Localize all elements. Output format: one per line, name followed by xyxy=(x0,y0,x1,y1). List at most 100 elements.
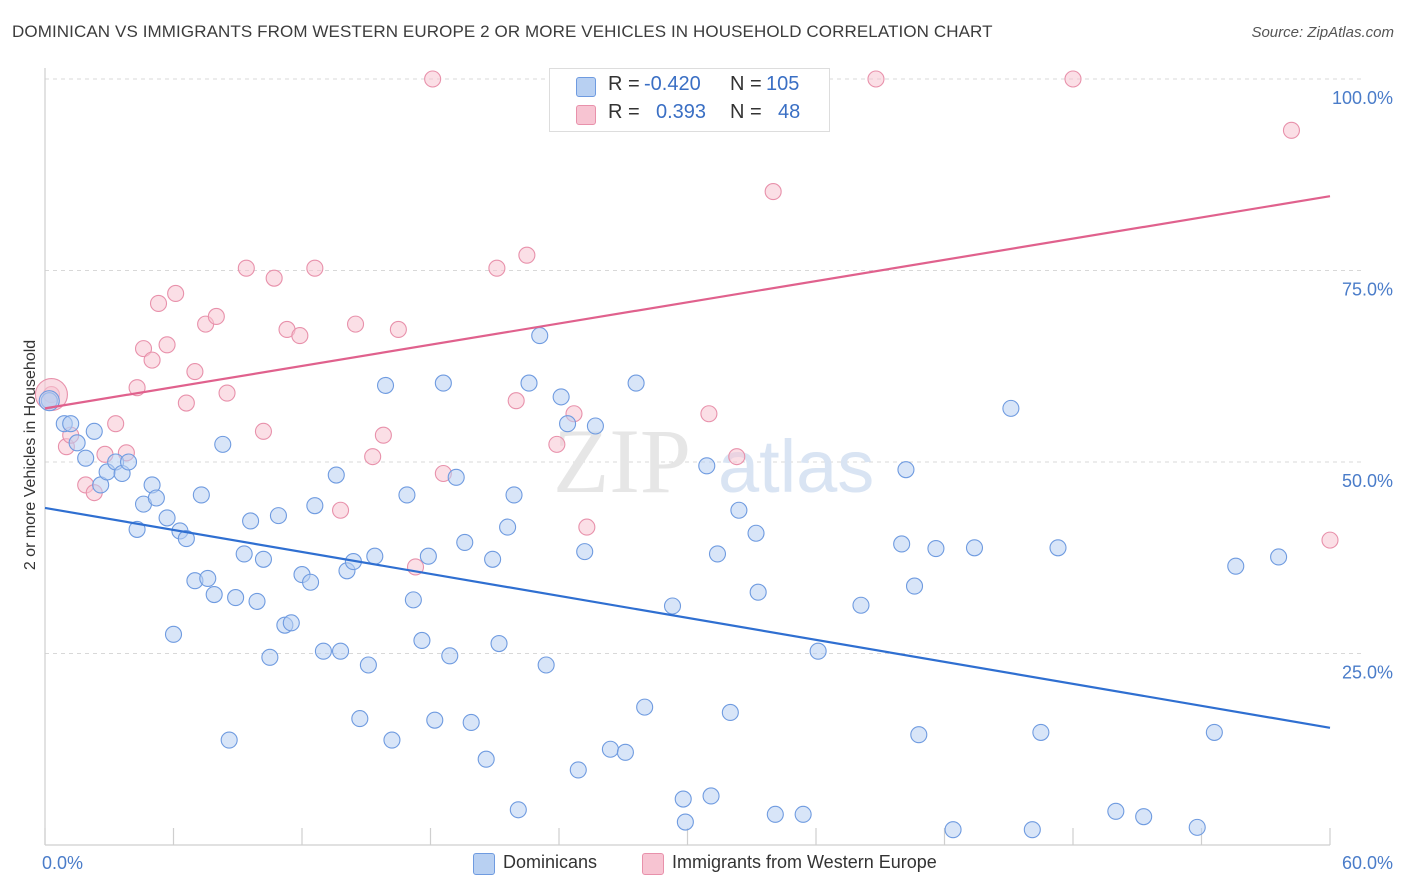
watermark-atlas: atlas xyxy=(718,425,874,508)
dominicans-point xyxy=(419,547,437,565)
dominicans-point xyxy=(636,698,654,716)
dominicans-point xyxy=(434,374,452,392)
immigrants-point xyxy=(700,405,718,423)
dominicans-point xyxy=(505,486,523,504)
dominicans-point xyxy=(85,422,103,440)
x-tick-label: 60.0% xyxy=(1342,853,1393,873)
dominicans-point xyxy=(413,631,431,650)
dominicans-point xyxy=(192,486,210,504)
dominicans-point xyxy=(376,376,395,394)
dominicans-point xyxy=(331,642,350,660)
dominicans-point xyxy=(927,540,945,558)
dominicans-point xyxy=(1032,723,1050,741)
dominicans-point xyxy=(965,539,984,557)
dominicans-point xyxy=(1107,802,1125,820)
dominicans-point xyxy=(708,545,727,563)
dominicans-point xyxy=(520,374,538,392)
y-tick-label: 25.0% xyxy=(1342,663,1393,683)
dominicans-point xyxy=(702,787,720,805)
x-tick-label: 0.0% xyxy=(42,853,83,873)
legend-row-immigrants: R = 0.393 N = 48 xyxy=(550,101,829,127)
immigrants-point xyxy=(143,351,161,369)
dominicans-point xyxy=(199,569,217,587)
dominicans-point xyxy=(1188,818,1206,836)
dominicans-point xyxy=(509,801,527,819)
dominicans-point xyxy=(1205,723,1223,741)
immigrants-point xyxy=(364,448,382,466)
n-label: N = xyxy=(730,101,762,123)
dominicans-point xyxy=(676,813,694,831)
dominicans-point xyxy=(366,547,384,565)
dominicans-point xyxy=(282,614,300,632)
dominicans-point xyxy=(302,573,320,591)
dominicans-point xyxy=(721,703,739,722)
dominicans-point xyxy=(537,656,555,674)
dominicans-point xyxy=(68,434,86,452)
dominicans-point xyxy=(490,634,508,653)
dominicans-point xyxy=(1270,548,1288,566)
dominicans-point xyxy=(586,417,604,435)
immigrants-point xyxy=(306,259,324,277)
dominicans-point xyxy=(164,625,183,643)
legend-label-immigrants: Immigrants from Western Europe xyxy=(672,852,937,872)
dominicans-point xyxy=(177,530,195,548)
dominicans-point xyxy=(627,374,645,392)
dominicans-point xyxy=(663,597,682,615)
dominicans-point xyxy=(447,468,465,486)
immigrants-point xyxy=(867,70,885,88)
immigrants-point xyxy=(488,259,506,277)
r-label: R = xyxy=(608,73,640,95)
immigrants-point xyxy=(507,392,525,410)
dominicans-point xyxy=(351,710,369,728)
dominicans-point xyxy=(214,435,232,453)
dominicans-point xyxy=(359,656,377,674)
immigrants-point xyxy=(728,448,746,466)
dominicans-point xyxy=(383,731,401,749)
dominicans-point xyxy=(1049,539,1067,557)
dominicans-point xyxy=(269,507,287,525)
immigrants-point xyxy=(177,394,195,412)
immigrants-point xyxy=(1064,70,1082,88)
n-label: N = xyxy=(730,73,762,95)
chart-title: DOMINICAN VS IMMIGRANTS FROM WESTERN EUR… xyxy=(12,22,993,41)
dominicans-point xyxy=(327,466,345,484)
dominicans-point xyxy=(499,518,517,536)
dominicans-point xyxy=(235,545,253,563)
dominicans-point xyxy=(254,550,273,568)
legend-swatch-blue xyxy=(473,853,495,875)
dominicans-point xyxy=(242,512,260,530)
trendlines xyxy=(44,195,1331,729)
dominicans-point xyxy=(794,805,812,823)
immigrants-point xyxy=(218,384,236,402)
dominicans-point-large xyxy=(38,390,60,412)
dominicans-point xyxy=(456,533,474,551)
dominicans-point xyxy=(441,647,459,665)
dominicans-point xyxy=(261,648,279,666)
axes xyxy=(44,68,1331,846)
r-label: R = xyxy=(608,101,640,123)
y-axis-label: 2 or more Vehicles in Household xyxy=(22,340,39,570)
immigrants-point xyxy=(207,307,225,326)
immigrants-point xyxy=(291,327,309,345)
dominicans-trendline xyxy=(44,506,1331,729)
r-value: 0.393 xyxy=(656,101,707,123)
n-value: 48 xyxy=(778,101,801,123)
dominicans-point xyxy=(852,596,870,614)
dominicans-point xyxy=(77,449,95,467)
immigrants-point xyxy=(548,435,566,453)
dominicans-point xyxy=(227,589,245,607)
dominicans-point xyxy=(205,585,223,604)
immigrants-point xyxy=(186,363,204,381)
r-value: -0.420 xyxy=(644,73,701,95)
dominicans-point xyxy=(398,486,416,504)
dominicans-point xyxy=(893,535,911,553)
y-tick-label: 50.0% xyxy=(1342,471,1393,491)
n-value: 105 xyxy=(766,73,800,95)
immigrants-point xyxy=(1321,531,1339,549)
dominicans-point xyxy=(404,591,422,609)
dominicans-point xyxy=(910,726,928,744)
dominicans-point xyxy=(314,642,332,660)
source-label: Source: ZipAtlas.com xyxy=(1251,24,1394,41)
dominicans-point xyxy=(1002,399,1020,417)
